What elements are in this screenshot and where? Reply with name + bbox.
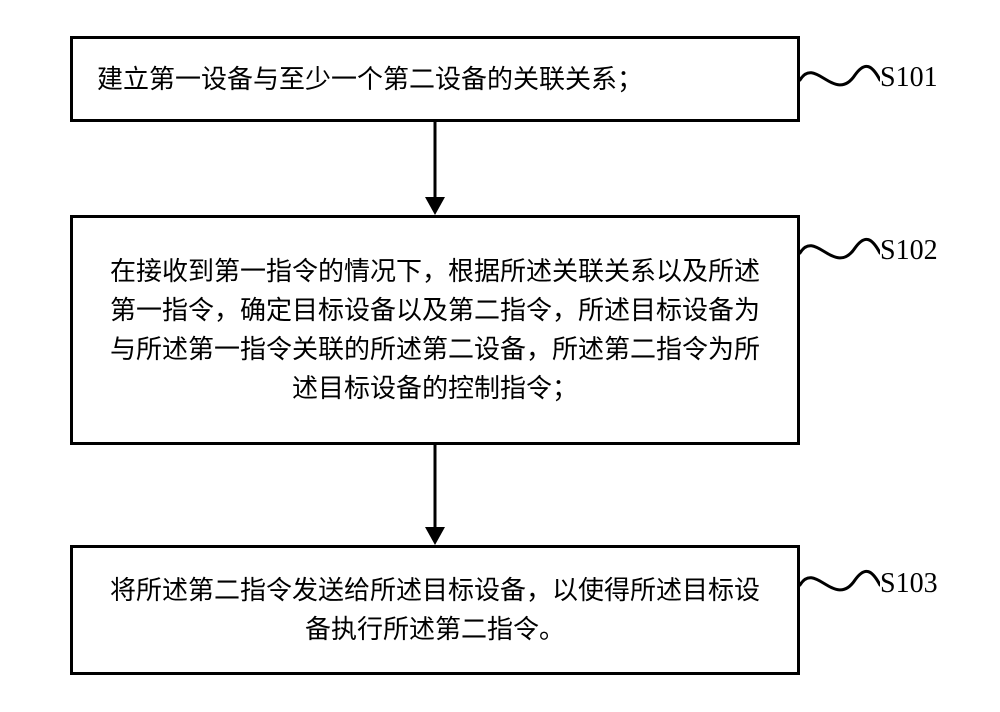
flow-arrow-1-2 xyxy=(423,122,447,215)
connector-wave-s101 xyxy=(800,55,880,95)
step-label-s102: S102 xyxy=(880,235,938,267)
flow-step-s101: 建立第一设备与至少一个第二设备的关联关系； xyxy=(70,36,800,122)
flow-arrow-2-3 xyxy=(423,445,447,545)
step-label-s103: S103 xyxy=(880,568,938,600)
connector-wave-s102 xyxy=(800,228,880,268)
connector-wave-s103 xyxy=(800,560,880,600)
flow-step-text: 在接收到第一指令的情况下，根据所述关联关系以及所述第一指令，确定目标设备以及第二… xyxy=(73,252,797,408)
flow-step-text: 将所述第二指令发送给所述目标设备，以使得所述目标设备执行所述第二指令。 xyxy=(73,571,797,649)
flow-step-s103: 将所述第二指令发送给所述目标设备，以使得所述目标设备执行所述第二指令。 xyxy=(70,545,800,675)
step-label-s101: S101 xyxy=(880,62,938,94)
flow-step-s102: 在接收到第一指令的情况下，根据所述关联关系以及所述第一指令，确定目标设备以及第二… xyxy=(70,215,800,445)
flow-step-text: 建立第一设备与至少一个第二设备的关联关系； xyxy=(73,60,797,99)
flowchart-canvas: { "type": "flowchart", "background_color… xyxy=(0,0,1000,712)
